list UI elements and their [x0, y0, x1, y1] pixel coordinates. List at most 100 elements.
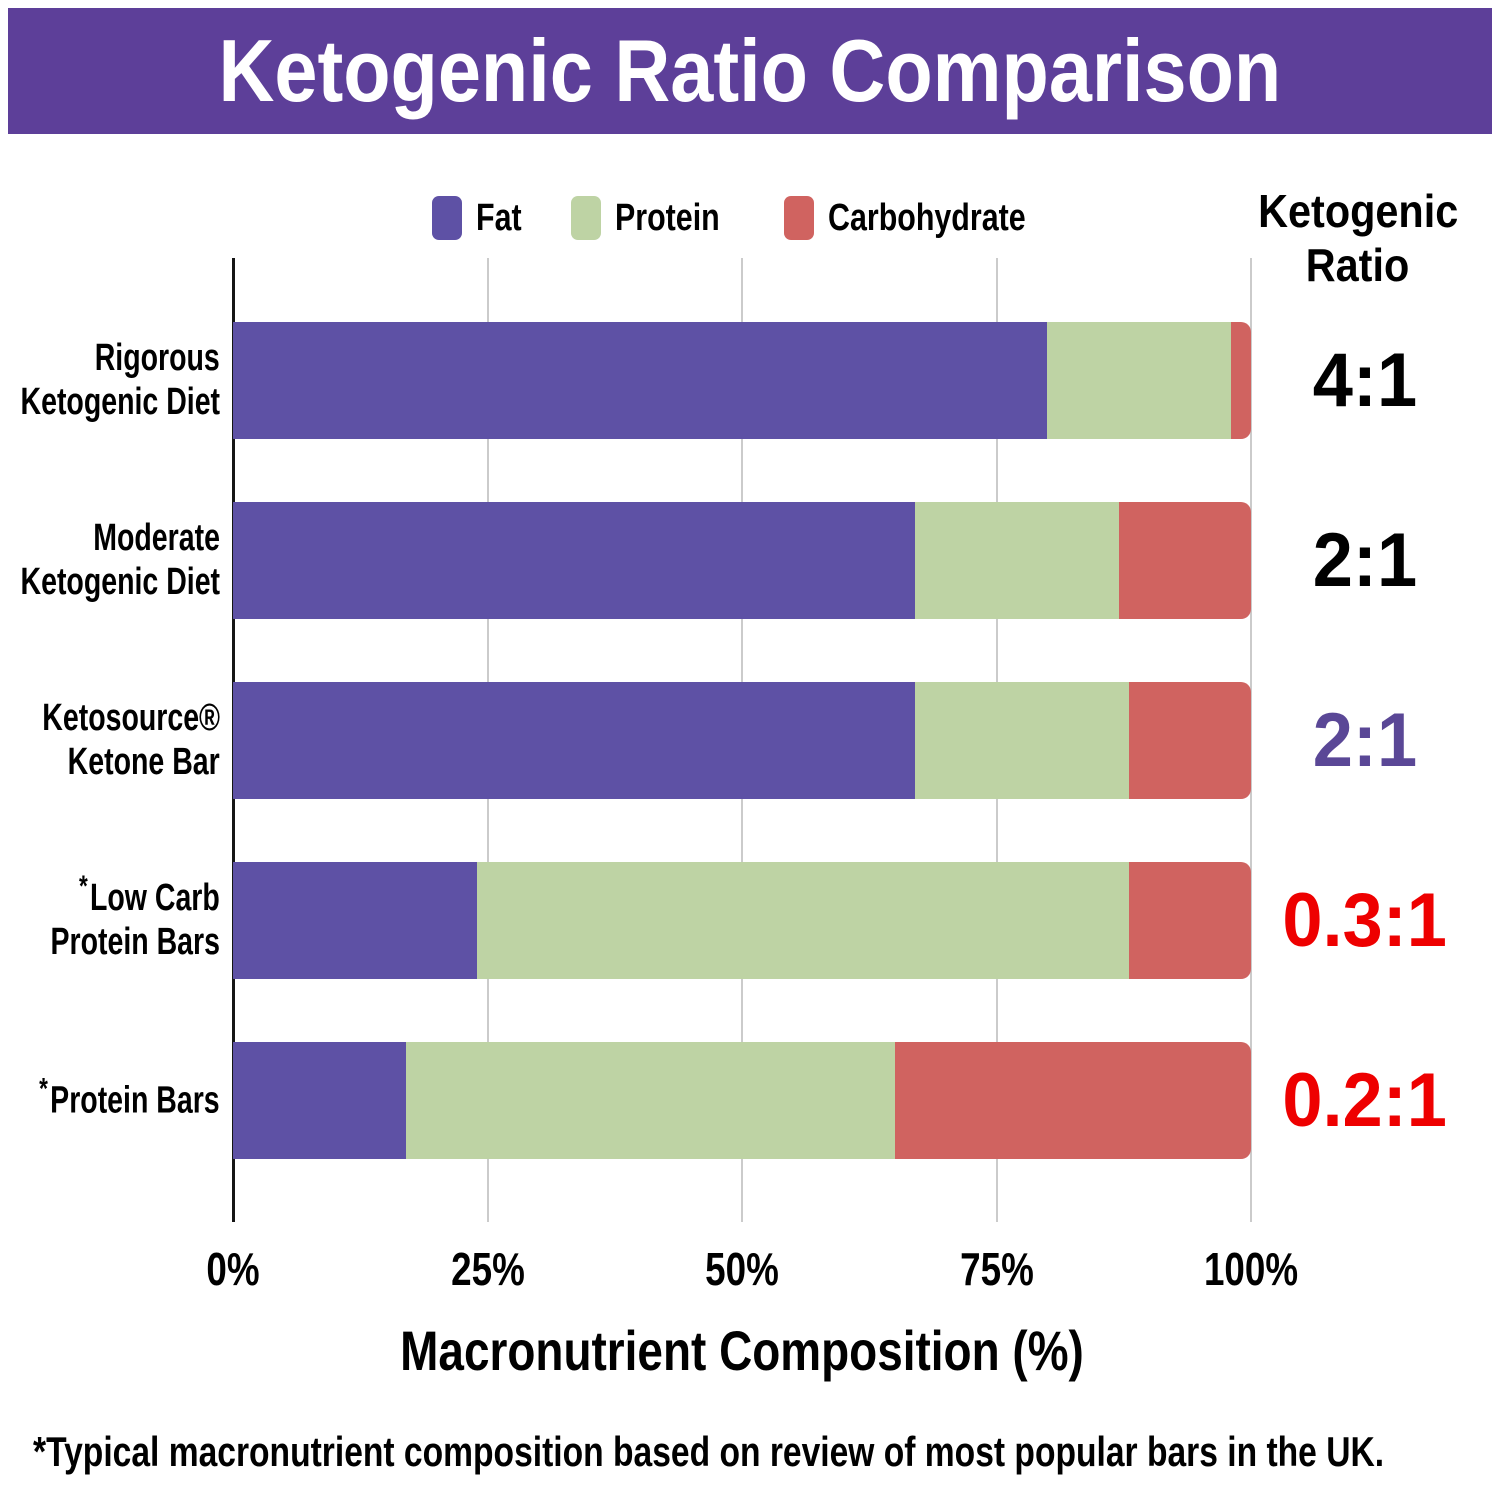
ratio-value-text: 0.3:1: [1282, 877, 1448, 963]
ratio-header-line1: Ketogenic: [1247, 184, 1467, 238]
category-label-line: Ketogenic Diet: [0, 381, 220, 426]
fat-segment: [233, 502, 916, 619]
category-label: Ketosource® Ketone Bar: [0, 696, 220, 786]
category-label-line: Ketogenic Diet: [0, 561, 220, 606]
stacked-bar: [233, 682, 1251, 799]
category-label-text: *Protein Bars: [40, 1072, 220, 1123]
ratio-value: 0.3:1: [1250, 877, 1480, 963]
protein-segment: [1047, 322, 1231, 439]
stacked-bar: [233, 1042, 1251, 1159]
category-label-line: Moderate: [0, 516, 220, 561]
ratio-header-line2-text: Ratio: [1305, 239, 1409, 292]
asterisk-marker: *: [39, 1072, 49, 1106]
stacked-bar: [233, 862, 1251, 979]
legend-label-text: Fat: [476, 197, 522, 239]
ratio-value-text: 0.2:1: [1282, 1057, 1448, 1143]
category-label-text: Protein Bars: [51, 921, 220, 966]
footnote: *Typical macronutrient composition based…: [33, 1428, 1500, 1476]
legend-label-text: Carbohydrate: [827, 197, 1026, 239]
fat-segment: [233, 682, 916, 799]
carbohydrate-swatch-icon: [783, 196, 814, 240]
ratio-value: 4:1: [1250, 337, 1480, 423]
legend-label-text: Protein: [615, 197, 720, 239]
category-label: *Low Carb Protein Bars: [0, 870, 220, 966]
category-label: Rigorous Ketogenic Diet: [0, 336, 220, 426]
ratio-value-text: 2:1: [1312, 517, 1418, 603]
legend-item-fat: Fat: [432, 196, 533, 240]
category-label-value: Ketogenic Diet: [20, 381, 220, 424]
category-label-text: Ketosource®: [42, 696, 220, 741]
category-label-value: Moderate: [93, 516, 220, 559]
carbohydrate-segment: [894, 1042, 1251, 1159]
x-tick-label-75: 75%: [950, 1242, 1042, 1296]
ratio-value: 0.2:1: [1250, 1057, 1480, 1143]
category-label-line: *Protein Bars: [0, 1072, 220, 1123]
category-label-value: Ketone Bar: [67, 741, 220, 784]
category-label-line: Protein Bars: [0, 921, 220, 966]
category-label-line: Ketone Bar: [0, 741, 220, 786]
ratio-value: 2:1: [1250, 697, 1480, 783]
x-tick-text: 75%: [959, 1243, 1034, 1295]
category-label-value: Ketosource®: [42, 696, 220, 739]
carbohydrate-segment: [1128, 862, 1251, 979]
category-label-text: Ketone Bar: [68, 741, 220, 786]
ratio-value-text: 4:1: [1312, 337, 1418, 423]
legend-item-protein: Protein: [571, 196, 746, 240]
category-label-text: Moderate: [93, 516, 220, 561]
category-label-text: Ketogenic Diet: [20, 561, 220, 606]
x-axis-title: Macronutrient Composition (%): [325, 1318, 1159, 1383]
category-label-line: Ketosource®: [0, 696, 220, 741]
protein-segment: [915, 682, 1129, 799]
fat-segment: [233, 862, 478, 979]
legend-label: Carbohydrate: [828, 199, 1075, 237]
x-tick-text: 50%: [705, 1243, 779, 1295]
ratio-value: 2:1: [1250, 517, 1480, 603]
ratio-header-line2: Ratio: [1247, 238, 1467, 292]
x-tick-text: 25%: [450, 1243, 525, 1295]
fat-segment: [233, 1042, 407, 1159]
legend-label: Protein: [615, 199, 746, 237]
legend-label: Fat: [476, 199, 533, 237]
carbohydrate-segment: [1128, 682, 1251, 799]
x-tick-text: 0%: [206, 1243, 260, 1295]
asterisk-marker: *: [79, 869, 88, 903]
fat-segment: [233, 322, 1048, 439]
footnote-text: *Typical macronutrient composition based…: [33, 1428, 1385, 1475]
page-title: Ketogenic Ratio Comparison: [146, 27, 1354, 115]
category-label-value: Protein Bars: [50, 921, 220, 964]
fat-swatch-icon: [432, 196, 462, 240]
protein-swatch-icon: [571, 196, 601, 240]
category-label-line: *Low Carb: [0, 870, 220, 921]
stacked-bar: [233, 322, 1251, 439]
protein-segment: [915, 502, 1119, 619]
ratio-value-text: 2:1: [1312, 697, 1418, 783]
category-label-text: *Low Carb: [79, 870, 220, 921]
x-tick-label-0: 0%: [200, 1242, 266, 1296]
x-tick-label-50: 50%: [696, 1242, 788, 1296]
chart-legend: Fat Protein Carbohydrate: [432, 196, 1075, 240]
category-label-value: Ketogenic Diet: [20, 561, 220, 604]
category-label-text: Rigorous: [95, 336, 220, 381]
category-label-text: Ketogenic Diet: [20, 381, 220, 426]
ratio-header-line1-text: Ketogenic: [1258, 185, 1459, 237]
protein-segment: [477, 862, 1129, 979]
carbohydrate-segment: [1118, 502, 1251, 619]
x-axis-title-text: Macronutrient Composition (%): [400, 1319, 1084, 1382]
ratio-column-header: Ketogenic Ratio: [1247, 184, 1467, 293]
x-tick-label-25: 25%: [441, 1242, 533, 1296]
legend-item-carbohydrate: Carbohydrate: [783, 196, 1075, 240]
carbohydrate-segment: [1230, 322, 1251, 439]
page-title-text: Ketogenic Ratio Comparison: [218, 21, 1282, 120]
title-banner: Ketogenic Ratio Comparison: [8, 8, 1492, 134]
gridline-100: [1250, 258, 1252, 1222]
category-label-value: Low Carb: [90, 876, 220, 919]
category-label: *Protein Bars: [0, 1072, 220, 1123]
stacked-bar: [233, 502, 1251, 619]
x-tick-text: 100%: [1203, 1243, 1299, 1295]
x-tick-label-100: 100%: [1192, 1242, 1310, 1296]
protein-segment: [406, 1042, 895, 1159]
category-label-value: Rigorous: [94, 336, 220, 379]
category-label-value: Protein Bars: [50, 1079, 220, 1122]
category-label: Moderate Ketogenic Diet: [0, 516, 220, 606]
